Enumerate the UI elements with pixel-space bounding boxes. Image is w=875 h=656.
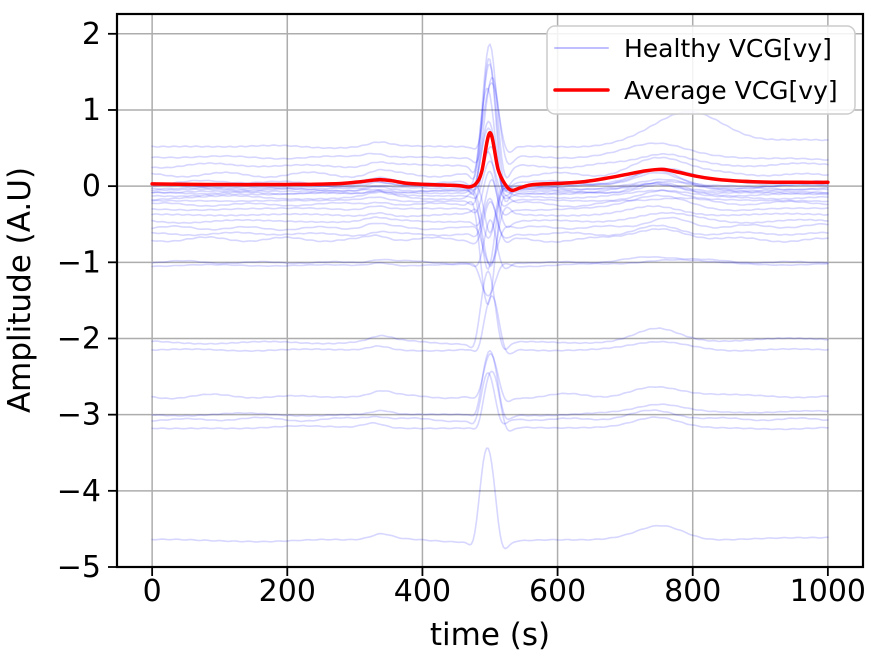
y-tick-label-−5: −5 [57, 550, 101, 585]
healthy-trace-23 [151, 270, 829, 351]
x-tick-label-1000: 1000 [790, 574, 866, 609]
y-tick-label-−2: −2 [57, 321, 101, 356]
healthy-trace-6 [151, 58, 829, 203]
healthy-trace-7 [151, 146, 829, 194]
x-tick-label-800: 800 [664, 574, 721, 609]
healthy-trace-12 [151, 187, 829, 270]
healthy-trace-19 [151, 197, 829, 239]
healthy-trace-0 [151, 82, 829, 153]
healthy-trace-9 [151, 181, 829, 234]
y-tick-label-0: 0 [82, 169, 101, 204]
healthy-trace-22 [151, 258, 829, 297]
healthy-trace-14 [151, 194, 829, 306]
y-tick-label-−1: −1 [57, 245, 101, 280]
average-line-layer [150, 131, 830, 193]
healthy-trace-15 [151, 170, 829, 216]
healthy-trace-25 [151, 352, 829, 403]
y-tick-label-−3: −3 [57, 398, 101, 433]
axes-frame-layer [115, 12, 865, 569]
healthy-trace-13 [151, 151, 829, 207]
healthy-traces-layer [151, 43, 829, 550]
healthy-trace-27 [151, 371, 829, 425]
x-tick-label-200: 200 [259, 574, 316, 609]
healthy-trace-3 [151, 63, 829, 189]
healthy-trace-24 [151, 295, 829, 355]
axes-frame [115, 12, 865, 569]
y-axis-label: Amplitude (A.U) [2, 167, 38, 413]
y-tick-label-1: 1 [82, 93, 101, 128]
healthy-trace-17 [151, 178, 829, 229]
average-line [150, 131, 830, 193]
y-tick-label-2: 2 [82, 17, 101, 52]
healthy-trace-11 [151, 160, 829, 200]
ticks-layer: 0 200 400 600 800 1000 2 1 0 −1 −2 −3 −4 −5 [57, 17, 866, 609]
healthy-trace-10 [151, 183, 829, 239]
y-tick-label-−4: −4 [57, 474, 101, 509]
x-tick-label-600: 600 [529, 574, 586, 609]
healthy-trace-18 [151, 216, 829, 266]
x-axis-label: time (s) [430, 617, 550, 653]
healthy-trace-16 [151, 205, 829, 268]
legend-box [546, 25, 856, 115]
healthy-trace-28 [151, 370, 829, 432]
healthy-trace-20 [151, 200, 829, 245]
healthy-trace-29 [151, 447, 829, 550]
x-tick-label-400: 400 [394, 574, 451, 609]
healthy-trace-1 [151, 76, 829, 165]
healthy-trace-26 [151, 349, 829, 421]
healthy-trace-8 [151, 120, 829, 197]
legend: Healthy VCG[vy] Average VCG[vy] [546, 25, 856, 115]
healthy-trace-21 [151, 219, 829, 270]
legend-label-0: Healthy VCG[vy] [624, 34, 832, 63]
legend-label-1: Average VCG[vy] [624, 76, 838, 105]
healthy-trace-2 [151, 43, 829, 179]
x-tick-label-0: 0 [143, 574, 162, 609]
